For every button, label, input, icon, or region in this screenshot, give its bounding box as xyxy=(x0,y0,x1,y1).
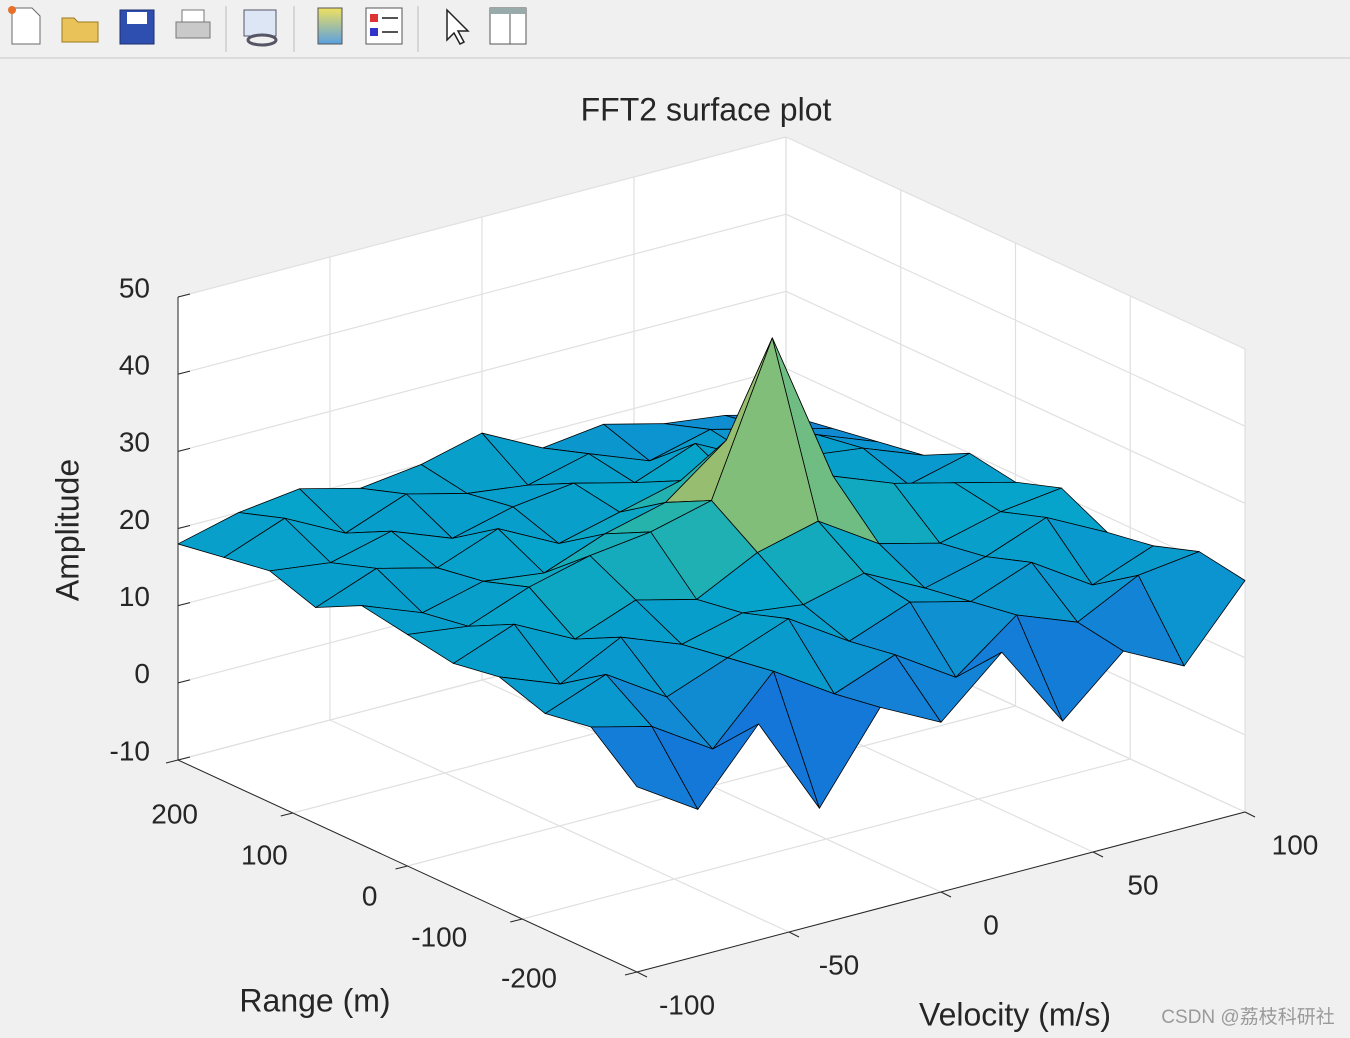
colorbar-button[interactable] xyxy=(317,7,343,45)
z-tick xyxy=(177,525,191,529)
range-tick xyxy=(510,918,523,923)
z-tick xyxy=(177,756,191,761)
y-axis-label: Range (m) xyxy=(239,982,390,1018)
watermark: CSDN @荔枝科研社 xyxy=(1161,1006,1334,1028)
range-tick-label: 0 xyxy=(362,880,378,911)
velocity-tick-label: 0 xyxy=(983,909,999,940)
x-axis-label: Velocity (m/s) xyxy=(919,996,1111,1032)
velocity-tick xyxy=(1092,851,1104,858)
velocity-tick xyxy=(788,931,800,938)
grid-line xyxy=(785,290,1246,504)
velocity-tick-label: 50 xyxy=(1127,869,1158,900)
range-tick-label: -100 xyxy=(411,921,467,952)
range-tick xyxy=(624,971,638,976)
z-tick xyxy=(177,602,191,607)
velocity-tick-label: 100 xyxy=(1272,829,1319,860)
toolbar xyxy=(0,0,1350,59)
grid-line xyxy=(785,213,1246,427)
grid-line xyxy=(522,758,1131,920)
z-tick-label: 40 xyxy=(119,350,150,381)
grid-line xyxy=(177,213,787,375)
range-tick-label: -200 xyxy=(501,962,557,993)
velocity-tick xyxy=(636,971,648,978)
toolbar-bg xyxy=(0,0,1350,58)
z-tick-label: 0 xyxy=(134,658,150,689)
velocity-tick-label: -50 xyxy=(819,949,859,980)
z-tick-label: 50 xyxy=(119,272,150,303)
property-editor-button[interactable] xyxy=(489,7,527,45)
link-plot-button[interactable] xyxy=(243,9,278,47)
grid-line xyxy=(785,367,1246,582)
surface-patch xyxy=(590,726,699,810)
velocity-tick xyxy=(1244,811,1256,818)
velocity-tick xyxy=(940,891,952,898)
z-tick xyxy=(177,293,191,298)
z-tick xyxy=(177,370,191,375)
range-tick-label: 200 xyxy=(151,798,198,829)
save-button[interactable] xyxy=(119,9,155,45)
z-tick xyxy=(177,447,191,452)
z-tick-label: 30 xyxy=(119,427,150,458)
range-tick-label: 100 xyxy=(241,839,288,870)
legend-button[interactable] xyxy=(365,7,403,45)
range-tick xyxy=(280,812,293,817)
chart-title: FFT2 surface plot xyxy=(581,91,832,127)
z-axis-label: Amplitude xyxy=(49,459,85,601)
z-tick-label: 10 xyxy=(119,581,150,612)
axes: -1001020304050-100-50050100-200-10001002… xyxy=(49,136,1319,1032)
grid-line xyxy=(785,136,1246,350)
pointer-button[interactable] xyxy=(446,8,470,45)
grid-line xyxy=(177,290,787,452)
new-file-button[interactable] xyxy=(8,6,41,45)
grid-line xyxy=(177,136,787,298)
print-button[interactable] xyxy=(175,9,211,39)
z-tick xyxy=(177,679,191,684)
z-tick-label: 20 xyxy=(119,504,150,535)
range-tick xyxy=(395,865,408,870)
z-tick-label: -10 xyxy=(110,735,150,766)
open-button[interactable] xyxy=(61,17,99,43)
velocity-tick-label: -100 xyxy=(659,989,715,1020)
range-tick xyxy=(165,759,179,764)
